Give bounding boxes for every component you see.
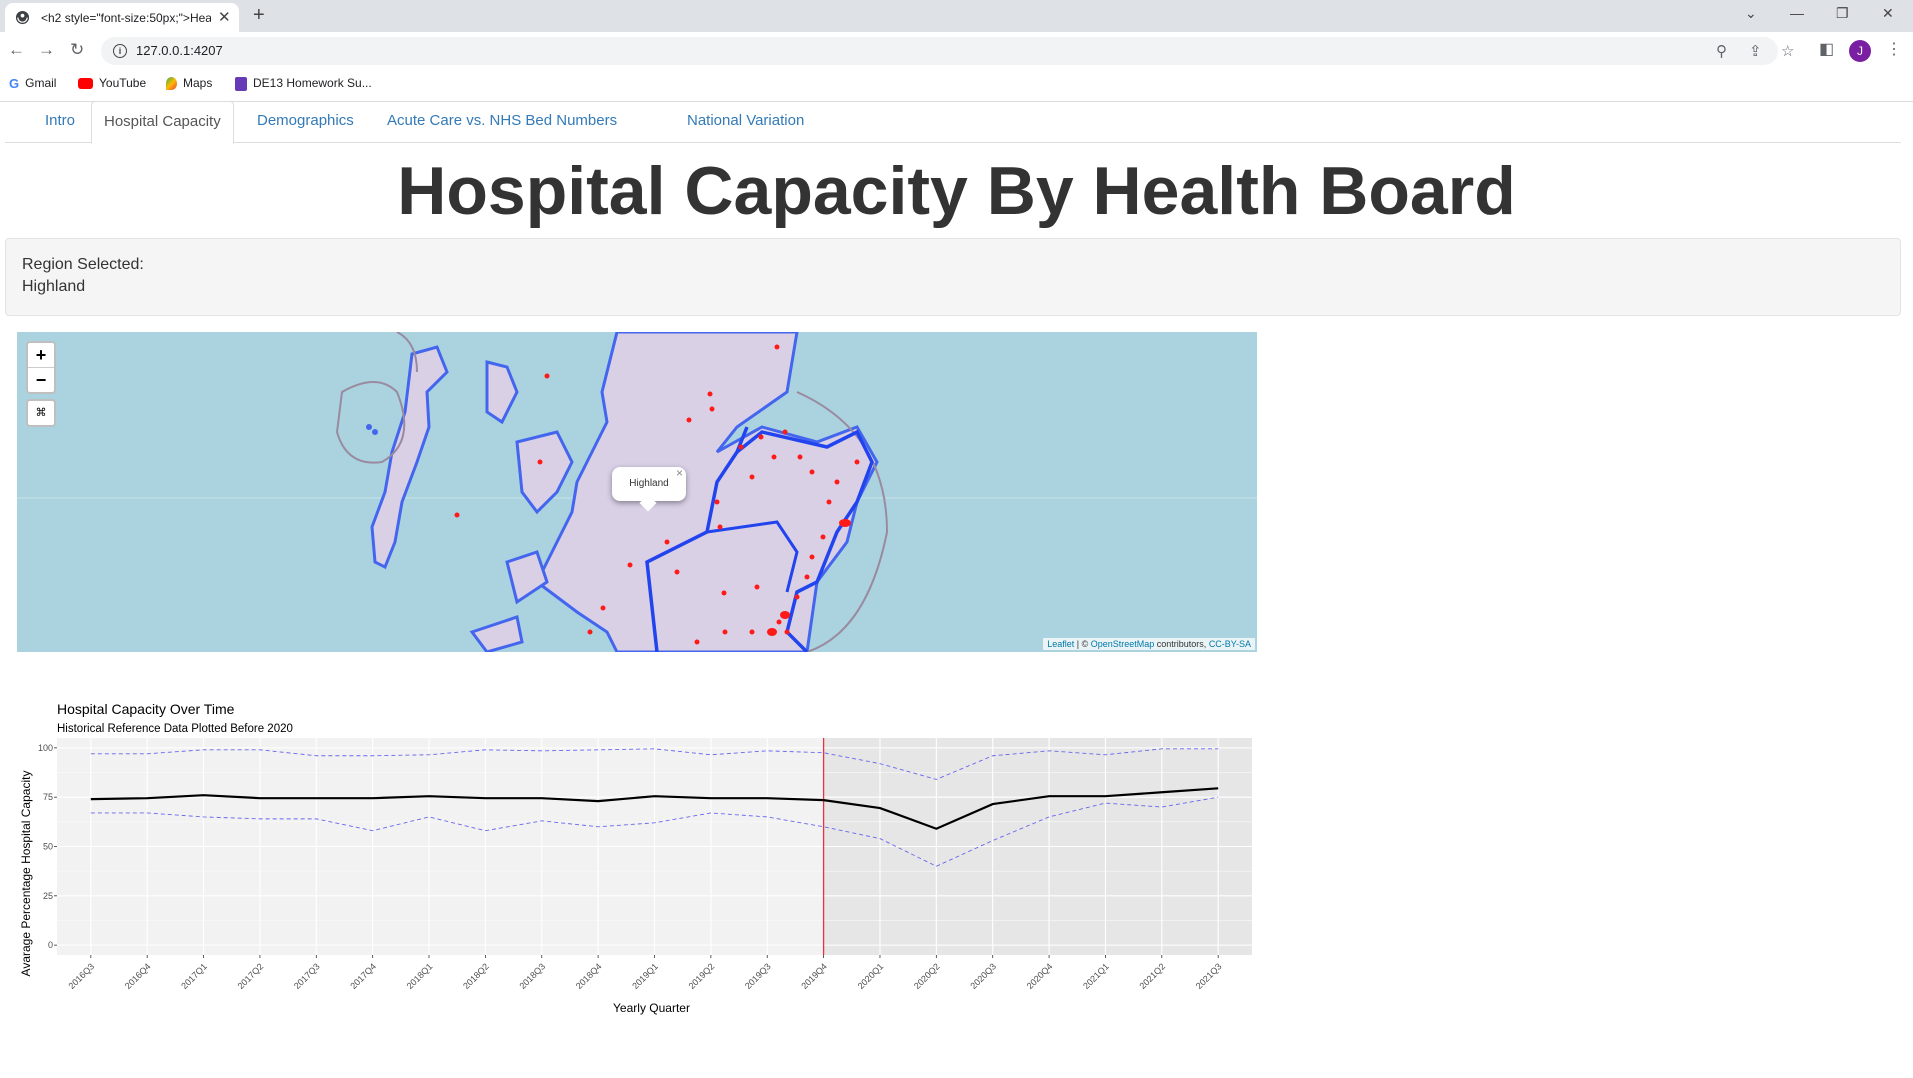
map-popup: Highland × — [612, 466, 686, 512]
x-tick-label: 2018Q4 — [574, 961, 604, 991]
y-tick-label: 0 — [48, 940, 53, 950]
bookmark-de13[interactable]: DE13 Homework Su... — [235, 76, 372, 91]
attribution-text: contributors, — [1154, 639, 1209, 649]
zoom-control: + − — [26, 341, 56, 394]
avatar[interactable]: J — [1849, 40, 1871, 62]
chart-subtitle: Historical Reference Data Plotted Before… — [57, 723, 293, 735]
window-close-icon[interactable]: ✕ — [1882, 5, 1894, 21]
tab-national-variation[interactable]: National Variation — [687, 112, 805, 129]
x-tick-label: 2019Q2 — [687, 961, 717, 991]
x-tick-label: 2017Q3 — [292, 961, 322, 991]
bookmark-star-icon[interactable]: ☆ — [1781, 43, 1795, 60]
x-tick-label: 2017Q1 — [179, 961, 209, 991]
region-value: Highland — [22, 278, 86, 295]
tab-acute-care[interactable]: Acute Care vs. NHS Bed Numbers — [387, 112, 618, 129]
x-tick-label: 2017Q4 — [348, 961, 378, 991]
y-tick-label: 25 — [43, 891, 53, 901]
bookmark-youtube[interactable]: YouTube — [78, 76, 146, 90]
x-tick-label: 2016Q4 — [123, 961, 153, 991]
x-tick-label: 2020Q1 — [856, 961, 886, 991]
map[interactable]: + − ⌘ Highland × Leaflet | © OpenStreetM… — [17, 332, 1257, 652]
sheets-icon — [235, 76, 247, 91]
osm-link[interactable]: OpenStreetMap — [1090, 639, 1155, 649]
x-tick-label: 2018Q1 — [405, 961, 435, 991]
series-line — [90, 748, 1219, 780]
x-tick-label: 2020Q2 — [912, 961, 942, 991]
bookmarks-bar: G Gmail YouTube Maps DE13 Homework Su... — [0, 70, 1913, 102]
tab-title: <h2 style="font-size:50px;">Hea — [41, 11, 211, 25]
maps-icon — [166, 77, 177, 91]
attribution-sep: | © — [1074, 639, 1091, 649]
tab-close-icon[interactable]: ✕ — [218, 9, 231, 26]
restore-icon[interactable]: ❐ — [1836, 5, 1849, 21]
x-tick-label: 2019Q1 — [630, 961, 660, 991]
x-tick-label: 2021Q1 — [1081, 961, 1111, 991]
y-axis-label: Avarage Percentage Hospital Capacity — [19, 771, 33, 977]
page-title: Hospital Capacity By Health Board — [397, 153, 1516, 229]
x-tick-label: 2021Q3 — [1194, 961, 1224, 991]
zoom-icon[interactable]: ⚲ — [1716, 43, 1727, 60]
browser-toolbar: ← → ↻ i 127.0.0.1:4207 ⚲ ⇪ ☆ ◧ J ⋮ — [0, 32, 1913, 70]
url-text: 127.0.0.1:4207 — [136, 43, 223, 58]
tab-search-icon[interactable]: ⌄ — [1745, 5, 1757, 21]
x-tick-label: 2018Q2 — [461, 961, 491, 991]
y-tick-label: 50 — [43, 842, 53, 852]
capacity-chart: 0 25 50 75 100 2016Q3 2016Q4 2017Q1 2017Q2 2017Q3… — [17, 695, 1257, 1025]
share-icon[interactable]: ⇪ — [1749, 43, 1762, 60]
zoom-out-button[interactable]: − — [35, 370, 47, 390]
x-tick-label: 2020Q3 — [968, 961, 998, 991]
tab-demographics[interactable]: Demographics — [257, 112, 354, 129]
menu-icon[interactable]: ⋮ — [1886, 41, 1902, 58]
forward-icon[interactable]: → — [38, 40, 55, 59]
series-line — [90, 787, 1219, 830]
region-label: Region Selected: — [22, 256, 144, 273]
google-icon: G — [9, 76, 20, 92]
leaflet-link[interactable]: Leaflet — [1047, 639, 1075, 649]
chart-title: Hospital Capacity Over Time — [57, 701, 235, 717]
x-tick-label: 2019Q3 — [743, 961, 773, 991]
tab-hospital-capacity[interactable]: Hospital Capacity — [91, 101, 234, 144]
new-tab-icon[interactable]: + — [253, 4, 265, 26]
globe-icon — [15, 10, 30, 25]
x-tick-label: 2019Q4 — [799, 961, 829, 991]
chart-svg: 0 25 50 75 100 2016Q3 2016Q4 2017Q1 2017Q2 2017Q3… — [19, 701, 1252, 1015]
map-attribution: Leaflet | © OpenStreetMap contributors, … — [1043, 638, 1255, 650]
x-tick-label: 2016Q3 — [67, 961, 97, 991]
bookmark-maps[interactable]: Maps — [166, 76, 212, 91]
series-line — [90, 796, 1219, 867]
popup-label: Highland — [629, 478, 669, 489]
reset-view-button[interactable]: ⌘ — [26, 399, 56, 427]
x-tick-label: 2018Q3 — [517, 961, 547, 991]
tab-intro[interactable]: Intro — [45, 112, 76, 129]
x-axis-label: Yearly Quarter — [613, 1001, 690, 1015]
y-tick-label: 100 — [38, 743, 53, 753]
x-tick-label: 2017Q2 — [236, 961, 266, 991]
nav-tabs: Intro Hospital Capacity Demographics Acu… — [5, 101, 1901, 144]
info-icon[interactable]: i — [113, 44, 127, 58]
address-bar[interactable]: i 127.0.0.1:4207 ⚲ ⇪ ☆ — [101, 37, 1794, 65]
license-link[interactable]: CC-BY-SA — [1208, 639, 1251, 649]
x-tick-label: 2021Q2 — [1138, 961, 1168, 991]
back-icon[interactable]: ← — [8, 40, 25, 59]
y-tick-label: 75 — [43, 792, 53, 802]
bookmark-gmail[interactable]: G Gmail — [9, 76, 57, 92]
browser-tab[interactable]: <h2 style="font-size:50px;">Hea ✕ — [5, 3, 239, 32]
region-panel: Region Selected: Highland — [5, 238, 1901, 316]
youtube-icon — [78, 78, 93, 90]
zoom-in-button[interactable]: + — [28, 343, 54, 368]
x-tick-label: 2020Q4 — [1025, 961, 1055, 991]
side-panel-icon[interactable]: ◧ — [1819, 41, 1835, 58]
popup-close-icon[interactable]: × — [675, 466, 683, 480]
reload-icon[interactable]: ↻ — [70, 40, 85, 59]
browser-tabstrip: <h2 style="font-size:50px;">Hea ✕ + ⌄ — … — [0, 0, 1913, 32]
minimize-icon[interactable]: — — [1790, 5, 1804, 21]
